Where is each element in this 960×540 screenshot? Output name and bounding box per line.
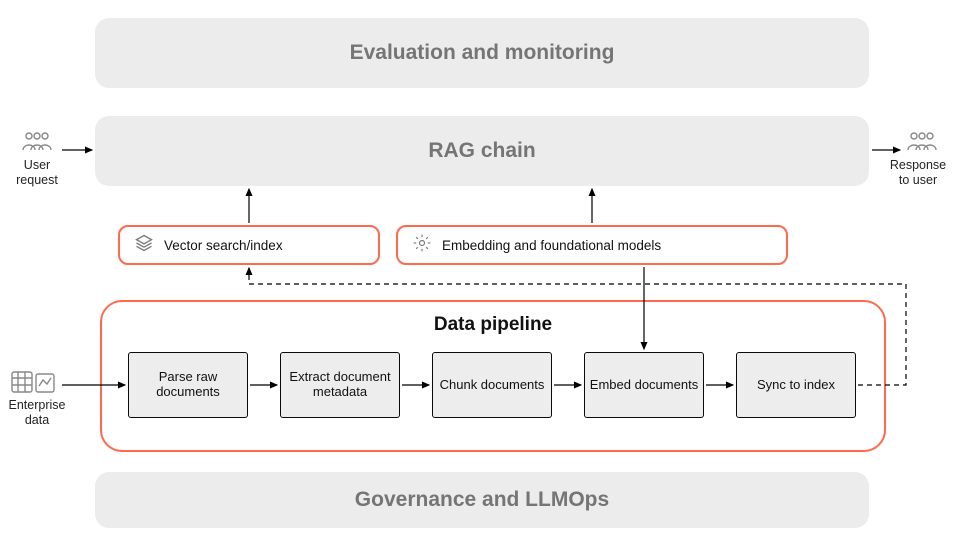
enterprise-data-label: Enterprise data [4, 398, 70, 428]
step-label: Extract document metadata [285, 370, 395, 400]
diagram-stage: Evaluation and monitoring RAG chain Gove… [0, 0, 960, 540]
response-icon [905, 130, 939, 159]
rag-title: RAG chain [428, 139, 535, 163]
step-sync: Sync to index [736, 352, 856, 418]
step-extract: Extract document metadata [280, 352, 400, 418]
enterprise-data-icon [10, 368, 56, 401]
pipeline-title: Data pipeline [102, 314, 884, 336]
step-parse: Parse raw documents [128, 352, 248, 418]
eval-block: Evaluation and monitoring [95, 18, 869, 88]
chip-icon [412, 233, 432, 258]
step-embed: Embed documents [584, 352, 704, 418]
gov-block: Governance and LLMOps [95, 472, 869, 528]
line2: data [25, 413, 49, 427]
step-label: Sync to index [757, 378, 835, 393]
line1: Enterprise [9, 398, 66, 412]
line1: Response [890, 158, 946, 172]
line2: to user [899, 173, 937, 187]
vector-box: Vector search/index [118, 225, 380, 265]
response-label: Response to user [882, 158, 954, 188]
step-label: Embed documents [590, 378, 698, 393]
line2: request [16, 173, 58, 187]
step-label: Chunk documents [440, 378, 545, 393]
user-request-label: User request [6, 158, 68, 188]
step-chunk: Chunk documents [432, 352, 552, 418]
gov-title: Governance and LLMOps [355, 488, 609, 512]
embedsrc-label: Embedding and foundational models [442, 238, 661, 253]
rag-block: RAG chain [95, 116, 869, 186]
step-label: Parse raw documents [133, 370, 243, 400]
line1: User [24, 158, 50, 172]
users-icon [20, 130, 54, 159]
vector-label: Vector search/index [164, 238, 283, 253]
layers-icon [134, 233, 154, 258]
eval-title: Evaluation and monitoring [350, 41, 615, 65]
embedsrc-box: Embedding and foundational models [396, 225, 788, 265]
